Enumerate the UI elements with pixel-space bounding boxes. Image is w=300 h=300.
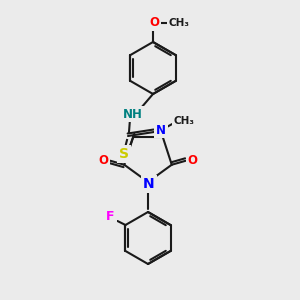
Text: O: O [188, 154, 198, 167]
Text: N: N [143, 177, 155, 191]
Text: O: O [149, 16, 159, 29]
Text: NH: NH [123, 107, 143, 121]
Text: O: O [98, 154, 108, 167]
Text: F: F [106, 211, 115, 224]
Text: CH₃: CH₃ [173, 116, 194, 126]
Text: S: S [119, 147, 129, 161]
Text: CH₃: CH₃ [169, 18, 190, 28]
Text: N: N [156, 124, 166, 136]
